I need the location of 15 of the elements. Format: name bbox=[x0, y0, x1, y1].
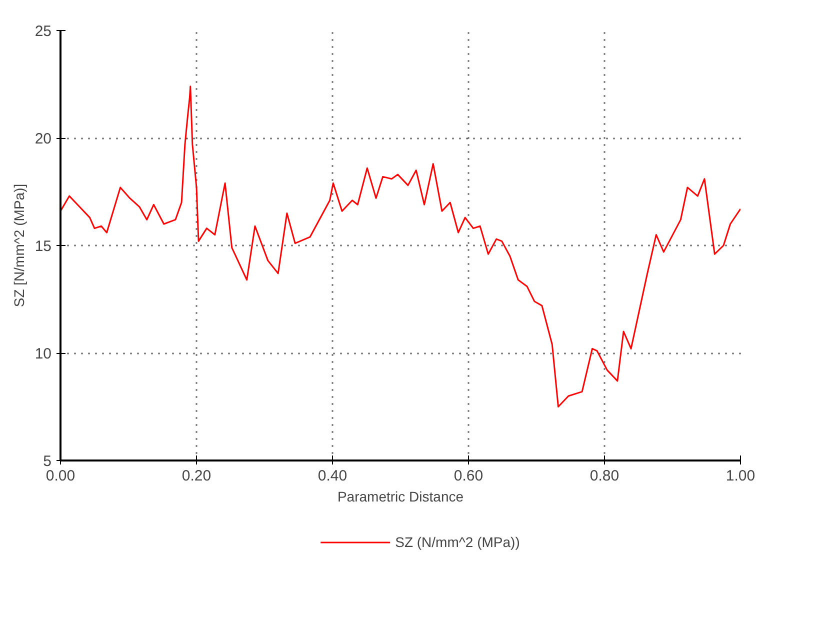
x-tick-label: 0.00 bbox=[46, 468, 76, 484]
x-tick-label: 0.20 bbox=[182, 468, 212, 484]
x-axis-title: Parametric Distance bbox=[337, 488, 464, 504]
y-tick-label: 15 bbox=[34, 238, 52, 255]
y-tick-label: 25 bbox=[34, 23, 52, 40]
y-tick-label: 5 bbox=[43, 453, 52, 470]
x-tick-label: 1.00 bbox=[726, 468, 756, 484]
y-tick-label: 10 bbox=[34, 346, 52, 362]
x-tick-label: 0.40 bbox=[318, 468, 348, 484]
y-axis-title: SZ [N/mm^2 (MPa)] bbox=[10, 184, 27, 308]
x-tick-label: 0.80 bbox=[590, 468, 620, 484]
x-tick-label: 0.60 bbox=[454, 468, 484, 484]
line-series bbox=[60, 86, 740, 408]
legend-label: SZ (N/mm^2 (MPa)) bbox=[395, 534, 520, 550]
y-tick-label: 20 bbox=[34, 130, 52, 148]
